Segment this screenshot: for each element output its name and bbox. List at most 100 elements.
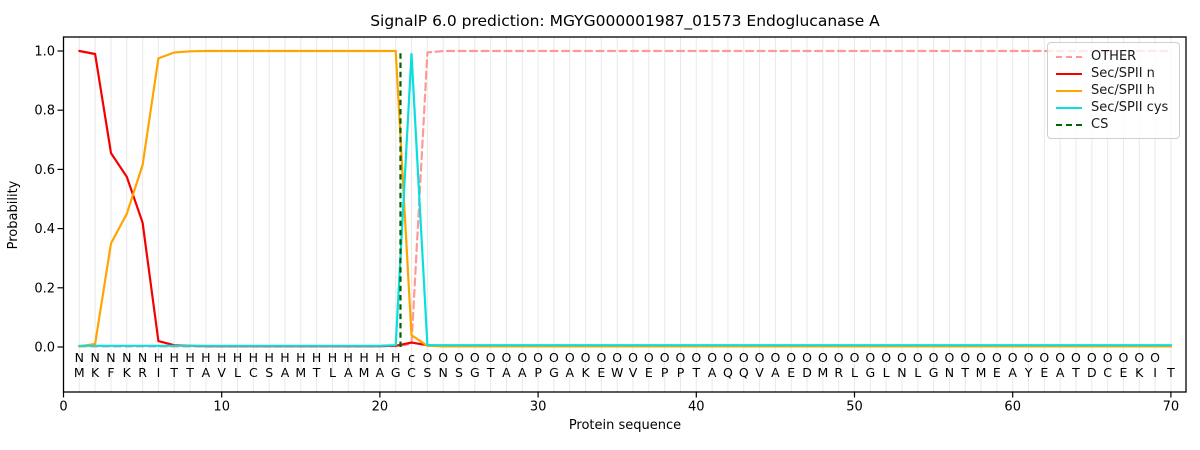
curve-other xyxy=(78,49,1173,348)
state-letter: O xyxy=(470,350,480,365)
state-letter: O xyxy=(1103,350,1113,365)
y-axis-label: Probability xyxy=(6,180,21,249)
residue-letter: M xyxy=(74,365,85,380)
residue-letter: T xyxy=(691,365,700,380)
state-letter: O xyxy=(517,350,527,365)
state-letter: N xyxy=(75,350,84,365)
legend-item-cs: CS xyxy=(1056,116,1171,133)
curve-cys xyxy=(78,52,1173,347)
residue-letter: E xyxy=(1040,365,1048,380)
residue-letter: E xyxy=(597,365,605,380)
state-letter: H xyxy=(170,350,179,365)
residue-letter: V xyxy=(755,365,764,380)
legend-item-other: OTHER xyxy=(1056,48,1171,65)
residue-letter: E xyxy=(1119,365,1127,380)
state-letter: O xyxy=(723,350,733,365)
state-letter: O xyxy=(850,350,860,365)
residue-annotation-rows: NMNKNFNKNRHIHTHTHAHVHLHCHSHAHMHTHLHAHMHA… xyxy=(74,350,1175,380)
residue-letter: K xyxy=(123,365,132,380)
state-letter: O xyxy=(644,350,654,365)
state-letter: N xyxy=(122,350,131,365)
y-tick-label: 0.2 xyxy=(34,281,55,296)
residue-letter: L xyxy=(914,365,921,380)
residue-letter: W xyxy=(611,365,623,380)
state-letter: H xyxy=(296,350,305,365)
y-tick-label: 0.6 xyxy=(34,163,55,178)
residue-letter: K xyxy=(91,365,100,380)
residue-letter: N xyxy=(945,365,954,380)
residue-letter: A xyxy=(708,365,717,380)
state-letter: O xyxy=(960,350,970,365)
state-letter: O xyxy=(818,350,828,365)
residue-letter: L xyxy=(234,365,241,380)
residue-letter: A xyxy=(344,365,353,380)
residue-letter: P xyxy=(661,365,669,380)
state-letter: H xyxy=(344,350,353,365)
residue-letter: Q xyxy=(739,365,749,380)
state-letter: O xyxy=(1119,350,1129,365)
residue-letter: G xyxy=(549,365,559,380)
curve-h xyxy=(78,49,1173,348)
state-letter: N xyxy=(106,350,115,365)
state-letter: O xyxy=(533,350,543,365)
x-tick-label: 0 xyxy=(59,400,67,415)
state-letter: O xyxy=(865,350,875,365)
residue-letter: S xyxy=(455,365,463,380)
state-letter: O xyxy=(1039,350,1049,365)
residue-letter: A xyxy=(502,365,511,380)
legend-label: Sec/SPII h xyxy=(1091,83,1155,98)
state-letter: H xyxy=(391,350,400,365)
state-letter: O xyxy=(913,350,923,365)
legend-label: Sec/SPII cys xyxy=(1091,100,1169,115)
state-letter: O xyxy=(1024,350,1034,365)
legend-item-h: Sec/SPII h xyxy=(1056,82,1171,99)
residue-letter: L xyxy=(883,365,890,380)
state-letter: O xyxy=(944,350,954,365)
x-tick-label: 50 xyxy=(846,400,863,415)
residue-letter: E xyxy=(645,365,653,380)
state-letter: H xyxy=(201,350,210,365)
gridlines xyxy=(78,37,1172,392)
residue-letter: G xyxy=(929,365,939,380)
state-letter: O xyxy=(502,350,512,365)
state-letter: O xyxy=(786,350,796,365)
legend-label: Sec/SPII n xyxy=(1091,66,1155,81)
state-letter: O xyxy=(612,350,622,365)
state-letter: O xyxy=(707,350,717,365)
residue-letter: G xyxy=(391,365,401,380)
state-letter: O xyxy=(1087,350,1097,365)
legend-line-sample xyxy=(1056,106,1082,109)
residue-letter: A xyxy=(376,365,385,380)
residue-letter: M xyxy=(295,365,306,380)
residue-letter: E xyxy=(993,365,1001,380)
state-letter: H xyxy=(233,350,242,365)
legend-item-cys: Sec/SPII cys xyxy=(1056,99,1171,116)
state-letter: O xyxy=(486,350,496,365)
residue-letter: T xyxy=(486,365,495,380)
x-tick-label: 60 xyxy=(1004,400,1021,415)
state-letter: O xyxy=(739,350,749,365)
residue-letter: R xyxy=(834,365,843,380)
state-letter: H xyxy=(328,350,337,365)
residue-letter: A xyxy=(281,365,290,380)
residue-letter: T xyxy=(169,365,178,380)
residue-letter: I xyxy=(157,365,161,380)
state-letter: O xyxy=(438,350,448,365)
state-letter: O xyxy=(676,350,686,365)
state-letter: H xyxy=(359,350,368,365)
legend-line-sample xyxy=(1056,72,1082,75)
residue-letter: P xyxy=(677,365,685,380)
state-letter: N xyxy=(138,350,147,365)
residue-letter: G xyxy=(865,365,875,380)
state-letter: N xyxy=(90,350,99,365)
residue-letter: A xyxy=(518,365,527,380)
residue-letter: L xyxy=(329,365,336,380)
state-letter: O xyxy=(929,350,939,365)
legend-item-n: Sec/SPII n xyxy=(1056,65,1171,82)
residue-letter: T xyxy=(1071,365,1080,380)
residue-letter: R xyxy=(138,365,147,380)
legend-line-sample xyxy=(1056,55,1082,58)
residue-letter: N xyxy=(897,365,906,380)
state-letter: O xyxy=(1055,350,1065,365)
